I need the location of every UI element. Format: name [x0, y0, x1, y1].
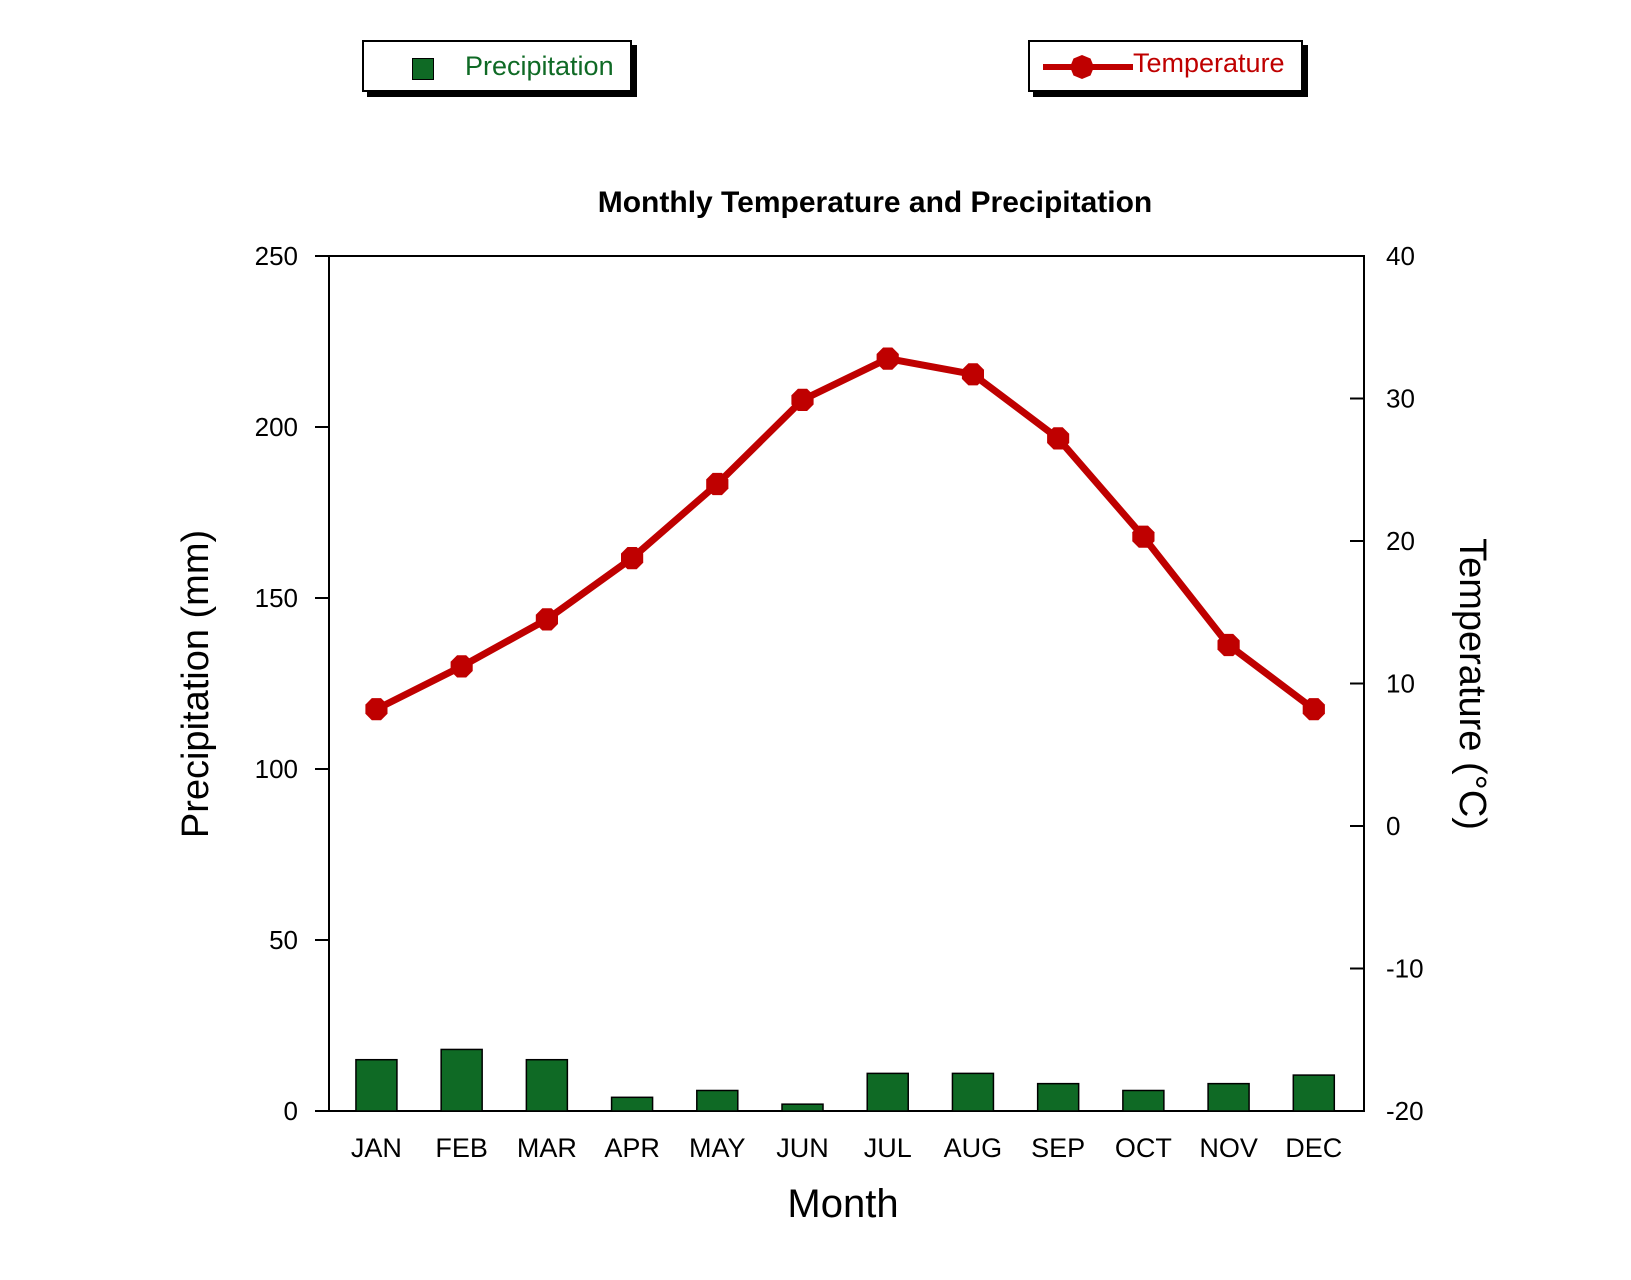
precipitation-bar-dec — [1292, 1074, 1336, 1112]
temperature-point-oct — [1132, 525, 1155, 548]
precipitation-bar-jun — [781, 1103, 824, 1112]
precipitation-legend-swatch — [412, 58, 434, 80]
x-tick-label-sep: SEP — [1031, 1133, 1085, 1163]
y-axis-right-label: Temperature (°C) — [1451, 538, 1493, 830]
x-tick-label-nov: NOV — [1199, 1133, 1258, 1163]
x-tick-label-may: MAY — [689, 1133, 746, 1163]
chart-title: Monthly Temperature and Precipitation — [598, 186, 1153, 219]
y-left-tick-label: 50 — [269, 925, 298, 955]
temperature-point-dec — [1302, 698, 1325, 721]
temperature-point-jan — [365, 698, 388, 721]
y-right-tick-label: 40 — [1386, 241, 1415, 271]
legend-temperature: Temperature — [1028, 40, 1303, 92]
temperature-point-feb — [450, 655, 473, 678]
temperature-point-aug — [961, 363, 984, 386]
plot-area — [328, 255, 1365, 1112]
temperature-point-nov — [1217, 633, 1240, 657]
y-right-tick-label: -10 — [1386, 954, 1424, 984]
temperature-point-apr — [621, 547, 644, 570]
y-left-tick-label: 200 — [255, 412, 298, 442]
y-left-tick-label: 0 — [284, 1096, 298, 1126]
x-tick-label-jan: JAN — [351, 1133, 402, 1163]
precipitation-bar-jan — [355, 1058, 398, 1112]
precipitation-bar-mar — [525, 1058, 569, 1112]
temperature-point-jul — [876, 347, 899, 370]
precipitation-bar-oct — [1122, 1089, 1165, 1112]
y-left-tick-label: 150 — [255, 583, 298, 613]
temperature-series-line — [374, 355, 1316, 713]
x-tick-label-oct: OCT — [1115, 1133, 1172, 1163]
temperature-legend-swatch — [1043, 55, 1133, 79]
precipitation-bar-may — [696, 1089, 739, 1112]
precipitation-bar-aug — [951, 1072, 995, 1112]
temperature-point-mar — [535, 608, 558, 631]
temperature-point-jun — [791, 388, 814, 411]
precipitation-legend-label: Precipitation — [465, 51, 614, 81]
temperature-line — [365, 347, 1325, 721]
y-right-tick-label: 10 — [1386, 669, 1415, 699]
temperature-point-sep — [1047, 427, 1070, 450]
y-right-tick-label: 30 — [1386, 384, 1415, 414]
precipitation-bars — [355, 1048, 1336, 1112]
legend-precipitation: Precipitation — [362, 40, 632, 92]
x-tick-label-aug: AUG — [944, 1133, 1003, 1163]
precipitation-bar-feb — [440, 1048, 483, 1112]
x-tick-label-apr: APR — [604, 1133, 660, 1163]
left-axis: 0 50 100 150 200 250 — [255, 241, 329, 1126]
y-right-tick-label: -20 — [1386, 1096, 1424, 1126]
x-tick-label-mar: MAR — [517, 1133, 577, 1163]
x-axis-label: Month — [787, 1182, 898, 1226]
precipitation-bar-apr — [610, 1096, 654, 1112]
x-tick-label-feb: FEB — [435, 1133, 488, 1163]
y-left-tick-label: 250 — [255, 241, 298, 271]
x-tick-label-dec: DEC — [1285, 1133, 1342, 1163]
temperature-legend-label: Temperature — [1133, 48, 1285, 78]
x-tick-label-jun: JUN — [776, 1133, 829, 1163]
x-axis-ticks: JAN FEB MAR APR MAY JUN JUL AUG SEP OCT NOV DEC — [351, 1133, 1342, 1163]
x-tick-label-jul: JUL — [864, 1133, 912, 1163]
precipitation-bar-sep — [1036, 1082, 1080, 1112]
precipitation-bar-nov — [1207, 1082, 1250, 1112]
y-axis-left-label: Precipitation (mm) — [175, 530, 217, 838]
y-right-tick-label: 20 — [1386, 526, 1415, 556]
y-left-tick-label: 100 — [255, 754, 298, 784]
temperature-point-may — [706, 472, 729, 496]
right-axis: -20 -10 0 10 20 30 40 — [1350, 241, 1424, 1126]
y-right-tick-label: 0 — [1386, 811, 1400, 841]
precipitation-bar-jul — [866, 1072, 909, 1112]
